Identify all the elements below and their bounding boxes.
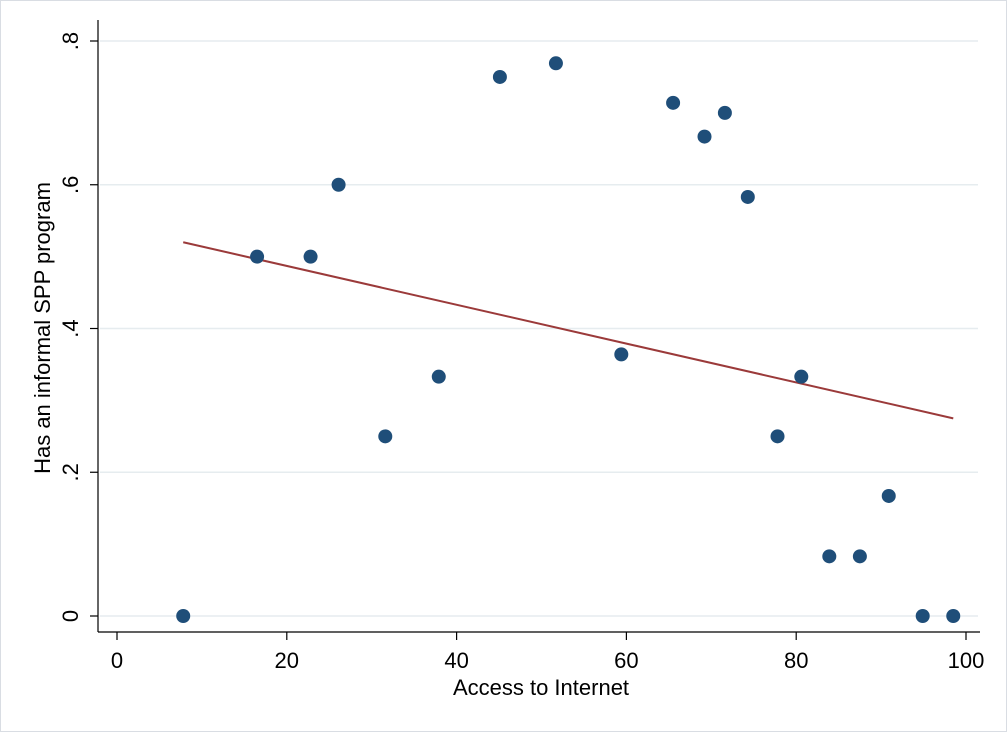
scatter-point [176, 609, 191, 623]
fit-line-layer [182, 241, 954, 420]
x-tick-label: 80 [784, 648, 808, 673]
scatter-point [303, 249, 318, 264]
y-tick-label: .6 [58, 176, 83, 194]
gridlines [100, 40, 978, 617]
scatter-point [852, 549, 867, 564]
y-tick-label: .4 [58, 319, 83, 337]
scatter-point [915, 609, 930, 623]
y-axis-title: Has an informal SPP program [30, 182, 55, 474]
scatter-point [548, 56, 563, 71]
ticks: 0 .2 .4 .6 .8 0 20 40 60 80 100 [58, 32, 984, 673]
x-tick-label: 100 [948, 648, 985, 673]
points-layer [176, 56, 961, 623]
x-tick-label: 60 [614, 648, 638, 673]
scatter-point [740, 189, 755, 204]
scatter-point [431, 369, 446, 384]
scatter-point [697, 129, 712, 144]
scatter-point [881, 488, 896, 503]
fit-line [182, 241, 954, 420]
y-tick-label: 0 [58, 610, 83, 622]
x-tick-label: 20 [275, 648, 299, 673]
scatter-point [946, 609, 961, 623]
scatter-point [492, 69, 507, 84]
x-tick-label: 40 [444, 648, 468, 673]
x-axis-title: Access to Internet [453, 675, 629, 700]
scatter-point [614, 347, 629, 362]
scatter-point [250, 249, 265, 264]
scatter-point [770, 429, 785, 444]
scatter-point [822, 549, 837, 564]
axes [97, 20, 980, 633]
x-tick-label: 0 [111, 648, 123, 673]
scatter-point [717, 105, 732, 120]
scatter-point [378, 429, 393, 444]
scatter-point [666, 95, 681, 110]
scatter-point [794, 369, 809, 384]
scatter-point [331, 177, 346, 192]
y-tick-label: .2 [58, 463, 83, 481]
y-tick-label: .8 [58, 32, 83, 50]
